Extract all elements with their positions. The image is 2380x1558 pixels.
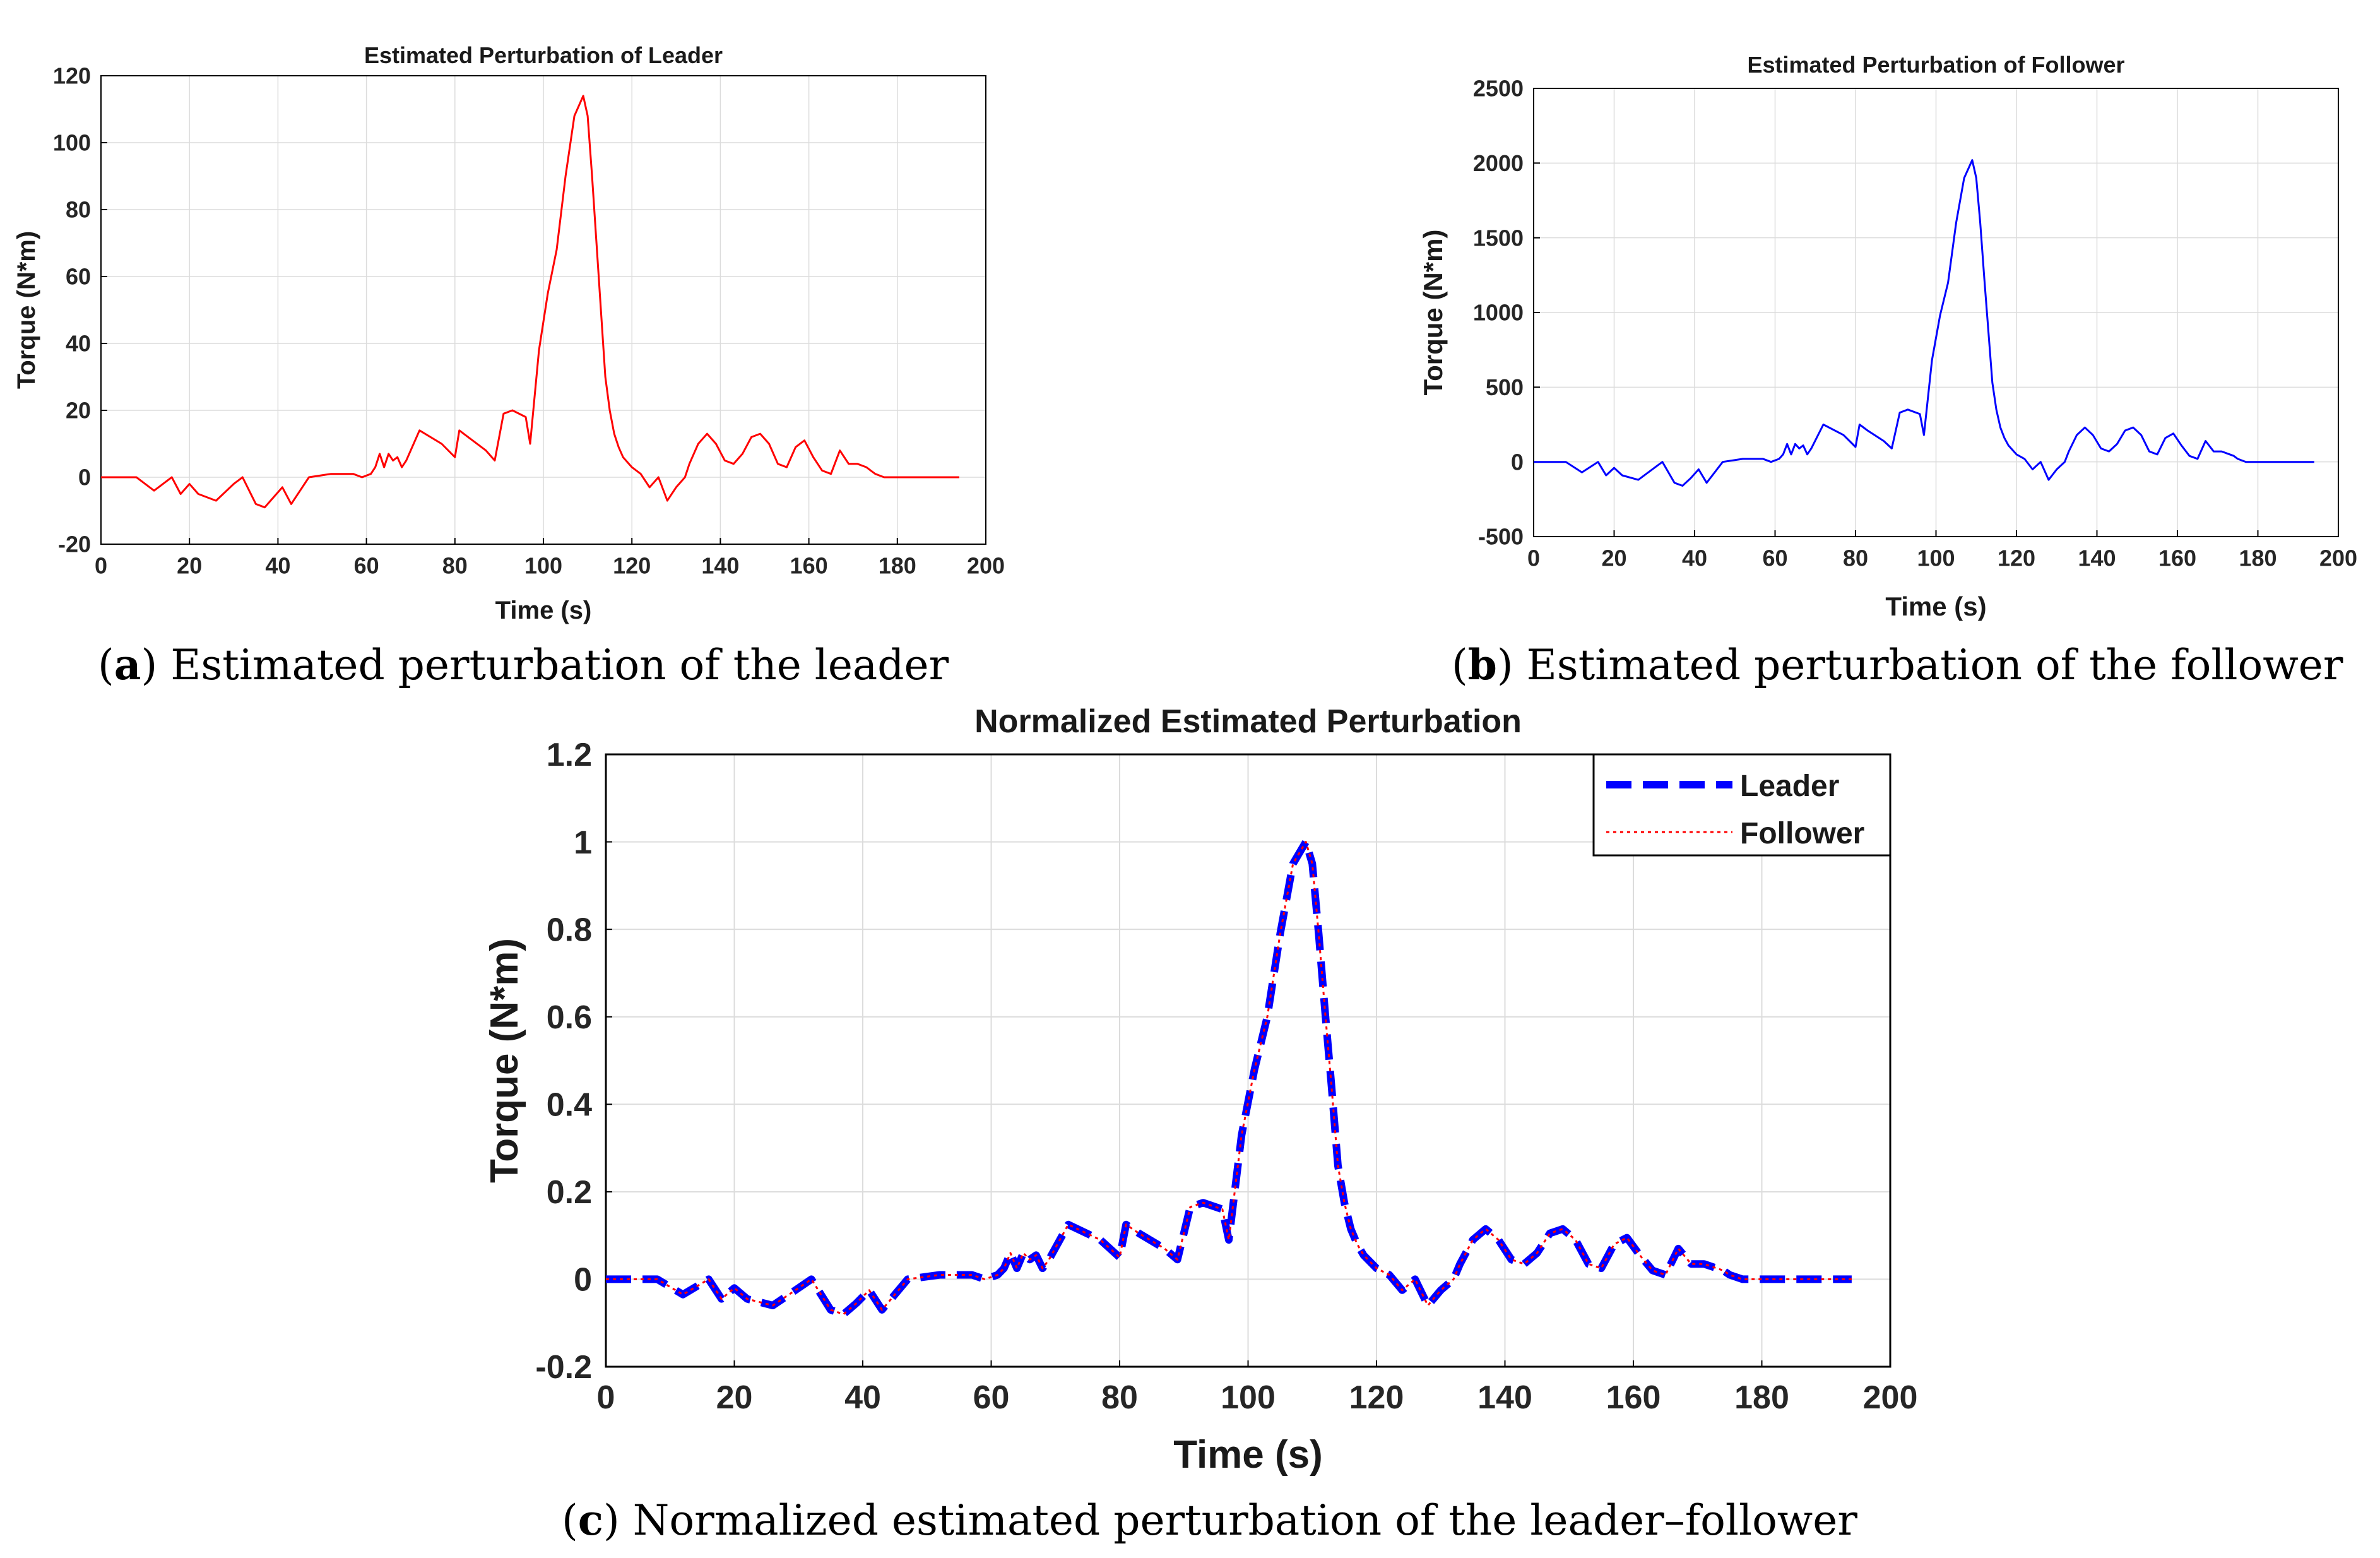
caption-b-letter: b [1467,640,1497,689]
x-tick-label: 0 [597,1379,615,1416]
y-tick-label: 80 [66,197,91,223]
x-tick-label: 40 [844,1379,881,1416]
x-tick-label: 200 [967,553,1005,579]
caption-c: (c) Normalized estimated perturbation of… [562,1496,1857,1545]
x-tick-label: 20 [177,553,202,579]
y-tick-label: 1000 [1473,300,1524,326]
chart-title: Estimated Perturbation of Follower [1747,52,2124,78]
y-tick-label: 120 [53,63,91,89]
y-tick-label: 0.4 [547,1086,592,1123]
caption-c-letter: c [577,1496,603,1545]
series-line-leader [101,95,959,509]
y-tick-label: 0 [1511,449,1524,475]
legend-box [1592,753,1892,857]
caption-a: (a) Estimated perturbation of the leader [98,640,949,689]
y-tick-label: 2000 [1473,150,1524,176]
y-tick-label: 0 [78,465,91,491]
x-tick-label: 40 [265,553,290,579]
x-tick-label: 160 [2158,545,2196,571]
chart-a: 0 20 40 60 80 100 120 140 160 180 200-200204060801… [13,42,1005,624]
x-tick-label: 60 [1762,545,1787,571]
x-tick-label: 140 [701,553,739,579]
y-tick-label: -0.2 [535,1349,592,1386]
caption-b-text: Estimated perturbation of the follower [1526,641,2343,689]
x-tick-label: 160 [790,553,828,579]
y-tick-label: 2500 [1473,76,1524,102]
y-tick-label: -20 [58,532,91,557]
legend: Leader Follower [1592,753,1892,857]
series-line-follower [1534,159,2314,487]
y-axis-label: Torque (N*m) [483,938,526,1183]
y-tick-label: 1 [574,824,592,861]
x-axis-label: Time (s) [495,597,592,624]
y-tick-label: 0.8 [547,912,592,948]
x-tick-label: 100 [524,553,562,579]
y-tick-label: 1500 [1473,225,1524,251]
y-tick-label: 1.2 [547,737,592,773]
y-tick-label: 0.6 [547,999,592,1036]
x-tick-label: 0 [1527,545,1540,571]
x-axis-label: Time (s) [1173,1433,1323,1477]
x-tick-label: 60 [354,553,379,579]
x-tick-label: 80 [442,553,468,579]
y-tick-label: 500 [1486,374,1524,400]
x-tick-label: 100 [1917,545,1955,571]
x-tick-label: 120 [1349,1379,1404,1416]
x-tick-label: 0 [95,553,107,579]
y-tick-label: 20 [66,398,91,424]
x-tick-label: 200 [2319,545,2357,571]
legend-label-leader: Leader [1740,770,1839,803]
x-tick-label: 200 [1863,1379,1918,1416]
x-tick-label: 120 [613,553,651,579]
x-tick-label: 20 [1601,545,1626,571]
chart-title: Normalized Estimated Perturbation [974,703,1522,740]
series-line-follower [606,841,1852,1316]
chart-b: 0 20 40 60 80 100 120 140 160 180 200-500050010001… [1418,52,2357,621]
caption-b: (b) Estimated perturbation of the follow… [1452,640,2343,689]
y-tick-label: -500 [1478,524,1524,550]
x-tick-label: 80 [1101,1379,1138,1416]
x-tick-label: 180 [1734,1379,1789,1416]
x-tick-label: 160 [1606,1379,1661,1416]
chart-c: 0 20 40 60 80 100 120 140 160 180 200-0.200.20.40.… [483,703,1917,1477]
y-tick-label: 100 [53,130,91,156]
x-tick-label: 80 [1843,545,1868,571]
x-tick-label: 180 [2239,545,2276,571]
legend-label-follower: Follower [1740,817,1864,850]
x-tick-label: 140 [1477,1379,1532,1416]
x-tick-label: 60 [973,1379,1010,1416]
x-tick-label: 120 [1998,545,2035,571]
x-tick-label: 40 [1682,545,1707,571]
x-tick-label: 180 [879,553,916,579]
y-tick-label: 60 [66,264,91,290]
caption-a-text: Estimated perturbation of the leader [170,641,949,689]
y-tick-label: 0 [574,1262,592,1299]
chart-title: Estimated Perturbation of Leader [364,42,723,68]
y-axis-label: Torque (N*m) [13,231,40,389]
y-axis-label: Torque (N*m) [1418,230,1448,396]
caption-a-letter: a [114,640,141,689]
x-axis-label: Time (s) [1885,592,1986,621]
y-tick-label: 0.2 [547,1174,592,1211]
y-tick-label: 40 [66,331,91,357]
x-tick-label: 100 [1221,1379,1276,1416]
x-tick-label: 140 [2078,545,2116,571]
x-tick-label: 20 [716,1379,753,1416]
caption-c-text: Normalized estimated perturbation of the… [632,1496,1857,1545]
